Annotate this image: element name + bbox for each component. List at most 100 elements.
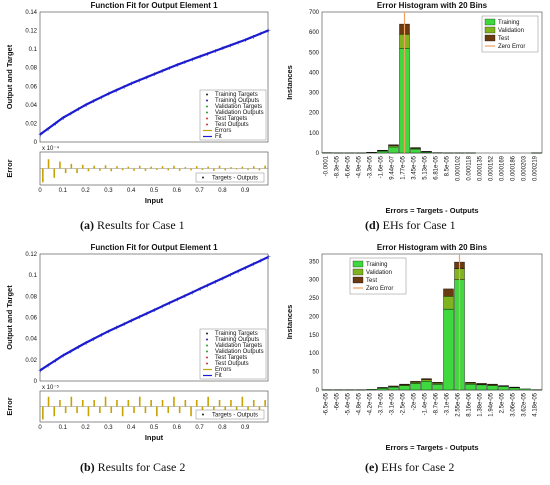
y-tick-label: 0.12 [25,252,37,258]
legend-entry: Zero Error [366,286,393,292]
y-tick-label: 200 [309,111,320,117]
x-axis-label: Errors = Targets - Outputs [385,443,478,452]
x-tick-label: 1.94e-05 [489,392,495,416]
histogram-bar-test [443,288,454,297]
chart-title: Error Histogram with 20 Bins [377,1,488,10]
x-tick-label: 0.000152 [489,155,495,181]
histogram-case-2: Error Histogram with 20 Bins 0 50 100 150 200… [285,243,543,452]
training-output-marker: + [84,102,89,109]
histogram-bar-training [531,389,542,391]
chart-title: Function Fit for Output Element 1 [90,1,218,10]
error-legend-swatch [202,176,204,179]
chart-title: Function Fit for Output Element 1 [90,243,218,252]
histogram-bar-test [377,387,388,389]
histogram-case-1: Error Histogram with 20 Bins 0 100 200 300 40… [285,1,543,215]
training-output-marker: + [91,336,96,343]
y-tick-label: 0.06 [25,316,37,322]
x-axis-label: Errors = Targets - Outputs [385,206,478,215]
error-legend-entry: Targets - Outputs [212,413,258,419]
training-output-marker: + [38,367,43,374]
training-output-marker: + [68,348,73,355]
x-tick-label: -0.0001 [324,155,330,176]
x-tick-label: 5.13e-05 [423,155,429,179]
training-output-marker: + [198,54,203,61]
histogram-bar-test [487,383,498,386]
caption-case-2-eh: (e) EHs for Case 2 [365,460,455,474]
training-output-marker: + [205,282,210,289]
legend-swatch [206,99,208,102]
x-tick-label: 0.000135 [478,155,484,181]
error-exponent-label: x 10⁻⁵ [42,384,60,391]
histogram-bar-validation [421,379,432,382]
x-tick-label: -2.5e-05 [401,392,407,415]
legend-entry: Errors [215,128,231,134]
training-output-marker: + [76,344,81,351]
legend-swatch [206,362,208,365]
legend-entry: Training [366,262,387,268]
legend-entry: Training [498,20,519,26]
legend-entry: Validation [498,28,524,34]
training-output-marker: + [144,311,149,318]
legend-entry: Fit [215,134,222,140]
training-output-marker: + [122,321,127,328]
x-tick-label: 0.4 [127,425,136,431]
training-output-marker: + [68,111,73,118]
x-tick-label: 0.9 [241,425,250,431]
x-tick-label: 1.38e-05 [478,392,484,416]
x-tick-label: 6.81e-05 [434,155,440,179]
histogram-bar-training [465,152,476,154]
training-output-marker: + [144,74,149,81]
training-output-marker: + [152,71,157,78]
x-tick-label: 0.3 [104,188,113,194]
legend-entry: Training Outputs [215,337,259,343]
x-tick-label: 1.77e-05 [401,155,407,179]
x-tick-label: 0.000203 [522,155,528,181]
training-output-marker: + [228,272,233,279]
histogram-bar-training [377,150,388,154]
histogram-bar-training [531,152,542,154]
x-tick-label: 0.000186 [511,155,517,181]
training-output-marker: + [53,120,58,127]
training-output-marker: + [91,98,96,105]
histogram-bar-training [399,385,410,391]
training-output-marker: + [137,314,142,321]
histogram-bar-training [520,388,531,391]
x-tick-label: 0.9 [241,188,250,194]
fit-panel-case-2: Function Fit for Output Element 1 0 0.02 0.… [0,242,275,452]
histogram-bar-validation [443,296,454,310]
y-tick-label: 100 [309,131,320,137]
histogram-bar-test [509,386,520,388]
legend-entry: Training Targets [215,92,258,98]
legend-swatch [352,276,364,284]
x-tick-label: 0.1 [59,425,68,431]
legend-entry: Zero Error [498,44,525,50]
x-tick-label: 0.000118 [467,155,473,180]
y-tick-label: 300 [309,91,320,97]
legend-swatch [206,93,208,96]
histogram-bar-training [344,389,355,391]
training-output-marker: + [129,81,134,88]
histogram-bar-training [443,308,454,391]
training-output-marker: + [175,297,180,304]
training-output-marker: + [220,275,225,282]
training-output-marker: + [99,332,104,339]
y-tick-label: 50 [312,370,319,376]
training-output-marker: + [84,340,89,347]
legend-entry: Validation Targets [215,104,262,110]
legend-swatch [206,350,208,353]
x-tick-label: 0.2 [81,188,90,194]
x-tick-label: -5.4e-05 [346,392,352,415]
training-output-marker: + [99,94,104,101]
legend-swatch [206,111,208,114]
x-tick-label: 3.06e-05 [511,392,517,416]
y-tick-label: 350 [309,259,320,265]
x-tick-label: 8.5e-05 [445,155,451,176]
x-tick-label: 3.62e-05 [522,392,528,416]
x-tick-label: 2.55e-06 [456,392,462,416]
y-axis-label: Instances [285,65,294,100]
x-tick-label: 0.000219 [533,155,539,181]
legend-entry: Validation [366,270,392,276]
legend-swatch [352,260,364,268]
training-output-marker: + [61,115,66,122]
legend-swatch [484,18,496,26]
